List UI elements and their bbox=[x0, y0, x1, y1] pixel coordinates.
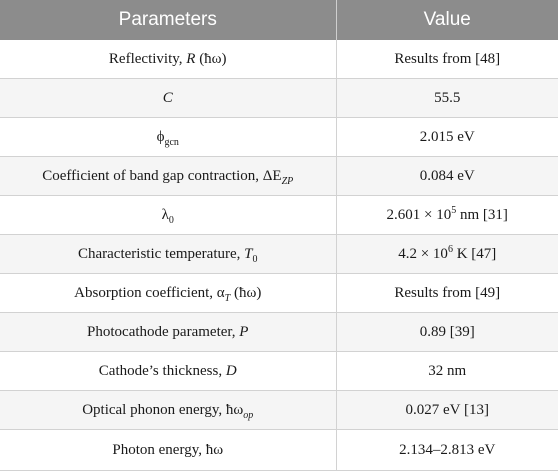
value-cell: Results from [49] bbox=[336, 273, 558, 313]
value-cell: 32 nm bbox=[336, 351, 558, 391]
cell-sym: D bbox=[225, 362, 237, 379]
parameter-cell: Absorption coefficient, αT (ħω) bbox=[0, 273, 337, 313]
table-header: Parameters Value bbox=[0, 0, 558, 40]
cell-pre: Photocathode parameter, bbox=[87, 323, 240, 340]
table-row: Photon energy, ħω 2.134–2.813 eV bbox=[0, 429, 558, 471]
value-cell: 55.5 bbox=[336, 78, 558, 118]
value-cell: 2.134–2.813 eV bbox=[336, 429, 558, 471]
parameter-cell: Cathode’s thickness, D bbox=[0, 351, 337, 391]
value-cell: 4.2 × 106 K [47] bbox=[336, 234, 558, 274]
header-value: Value bbox=[336, 0, 558, 40]
cell-sup: 6 bbox=[447, 243, 453, 255]
value-cell: Results from [48] bbox=[336, 40, 558, 79]
cell-sym: P bbox=[239, 323, 249, 340]
parameter-cell: λ0 bbox=[0, 195, 337, 235]
cell-pre: 2.134–2.813 eV bbox=[399, 441, 496, 458]
header-parameters: Parameters bbox=[0, 0, 337, 40]
cell-pre: Reflectivity, bbox=[108, 50, 187, 67]
cell-pre: 2.601 × 10 bbox=[386, 206, 452, 223]
cell-sub: gcn bbox=[164, 136, 179, 148]
table-row: Reflectivity, R (ħω) Results from [48] bbox=[0, 40, 558, 79]
cell-pre: 0.89 [39] bbox=[419, 323, 475, 340]
parameter-cell: Reflectivity, R (ħω) bbox=[0, 40, 337, 79]
table-row: Characteristic temperature, T0 4.2 × 106 … bbox=[0, 234, 558, 274]
cell-pre: 2.015 eV bbox=[419, 128, 475, 145]
parameter-cell: Photon energy, ħω bbox=[0, 429, 337, 471]
cell-post: nm [31] bbox=[456, 206, 508, 223]
cell-sub-italic: ZP bbox=[281, 175, 294, 187]
cell-pre: Coefficient of band gap contraction, ΔE bbox=[42, 167, 282, 184]
cell-pre: Results from [49] bbox=[394, 284, 501, 301]
table-row: Photocathode parameter, P 0.89 [39] bbox=[0, 312, 558, 352]
table-row: Absorption coefficient, αT (ħω) Results f… bbox=[0, 273, 558, 313]
parameter-cell: Coefficient of band gap contraction, ΔEZ… bbox=[0, 156, 337, 196]
cell-sub-italic: op bbox=[243, 409, 254, 421]
table-row: Cathode’s thickness, D 32 nm bbox=[0, 351, 558, 391]
table-row: C 55.5 bbox=[0, 78, 558, 118]
cell-post: K [47] bbox=[452, 245, 497, 262]
cell-sym: R bbox=[186, 50, 196, 67]
cell-pre: 0.084 eV bbox=[419, 167, 475, 184]
cell-post: (ħω) bbox=[195, 50, 227, 67]
table-row: ϕgcn 2.015 eV bbox=[0, 117, 558, 157]
parameter-cell: Optical phonon energy, ħωop bbox=[0, 390, 337, 430]
cell-pre: Cathode’s thickness, bbox=[98, 362, 226, 379]
parameter-cell: ϕgcn bbox=[0, 117, 337, 157]
value-cell: 0.89 [39] bbox=[336, 312, 558, 352]
cell-pre: ϕ bbox=[156, 128, 165, 145]
parameter-cell: Photocathode parameter, P bbox=[0, 312, 337, 352]
cell-sym: C bbox=[162, 89, 173, 106]
cell-pre: Photon energy, ħω bbox=[112, 441, 224, 458]
cell-pre: Results from [48] bbox=[394, 50, 501, 67]
cell-pre: Optical phonon energy, ħω bbox=[82, 401, 244, 418]
cell-pre: 0.027 eV [13] bbox=[405, 401, 489, 418]
cell-sub: 0 bbox=[252, 253, 258, 265]
parameter-cell: Characteristic temperature, T0 bbox=[0, 234, 337, 274]
value-cell: 2.015 eV bbox=[336, 117, 558, 157]
header-row: Parameters Value bbox=[0, 0, 558, 40]
cell-post: (ħω) bbox=[230, 284, 262, 301]
table-row: Optical phonon energy, ħωop 0.027 eV [13] bbox=[0, 390, 558, 430]
value-cell: 2.601 × 105 nm [31] bbox=[336, 195, 558, 235]
cell-sub-italic: T bbox=[224, 292, 231, 304]
cell-pre: Absorption coefficient, α bbox=[74, 284, 225, 301]
table-row: Coefficient of band gap contraction, ΔEZ… bbox=[0, 156, 558, 196]
cell-sup: 5 bbox=[451, 204, 457, 216]
value-cell: 0.027 eV [13] bbox=[336, 390, 558, 430]
cell-pre: 32 nm bbox=[428, 362, 467, 379]
value-cell: 0.084 eV bbox=[336, 156, 558, 196]
cell-pre: 55.5 bbox=[434, 89, 461, 106]
table-row: λ0 2.601 × 105 nm [31] bbox=[0, 195, 558, 235]
cell-pre: 4.2 × 10 bbox=[398, 245, 448, 262]
cell-sym: T bbox=[244, 245, 253, 262]
cell-sub: 0 bbox=[168, 214, 174, 226]
cell-pre: λ bbox=[161, 206, 169, 223]
cell-pre: Characteristic temperature, bbox=[77, 245, 245, 262]
table-body: Reflectivity, R (ħω) Results from [48] C 55… bbox=[0, 40, 558, 471]
parameter-cell: C bbox=[0, 78, 337, 118]
